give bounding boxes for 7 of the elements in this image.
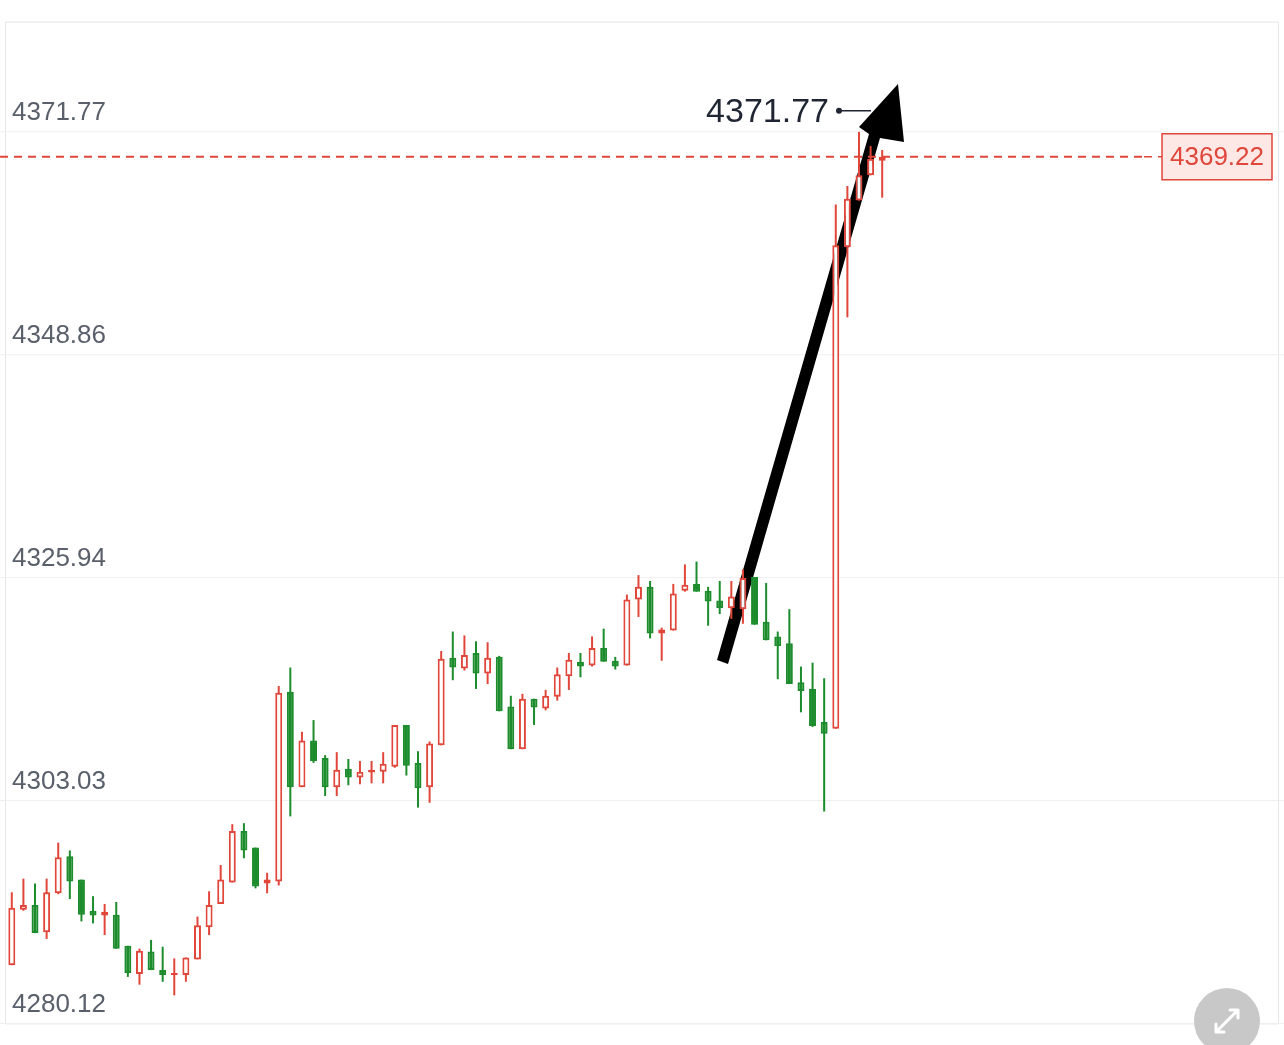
y-tick-label: 4303.03	[12, 764, 106, 795]
y-tick-label: 4348.86	[12, 318, 106, 349]
y-tick-label: 4325.94	[12, 541, 106, 572]
y-tick-label: 4280.12	[12, 987, 106, 1018]
ref-line-label: 4369.22	[1170, 140, 1264, 171]
annotation: 4371.77	[706, 91, 829, 130]
y-tick-label: 4371.77	[12, 95, 106, 126]
